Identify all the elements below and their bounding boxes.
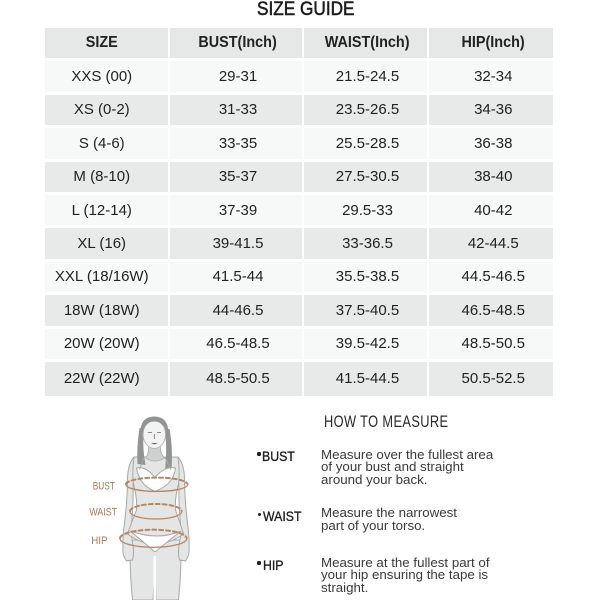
svg-text:BUST: BUST — [93, 480, 116, 492]
svg-text:HIP: HIP — [91, 535, 107, 547]
svg-text:WAIST: WAIST — [89, 506, 117, 518]
